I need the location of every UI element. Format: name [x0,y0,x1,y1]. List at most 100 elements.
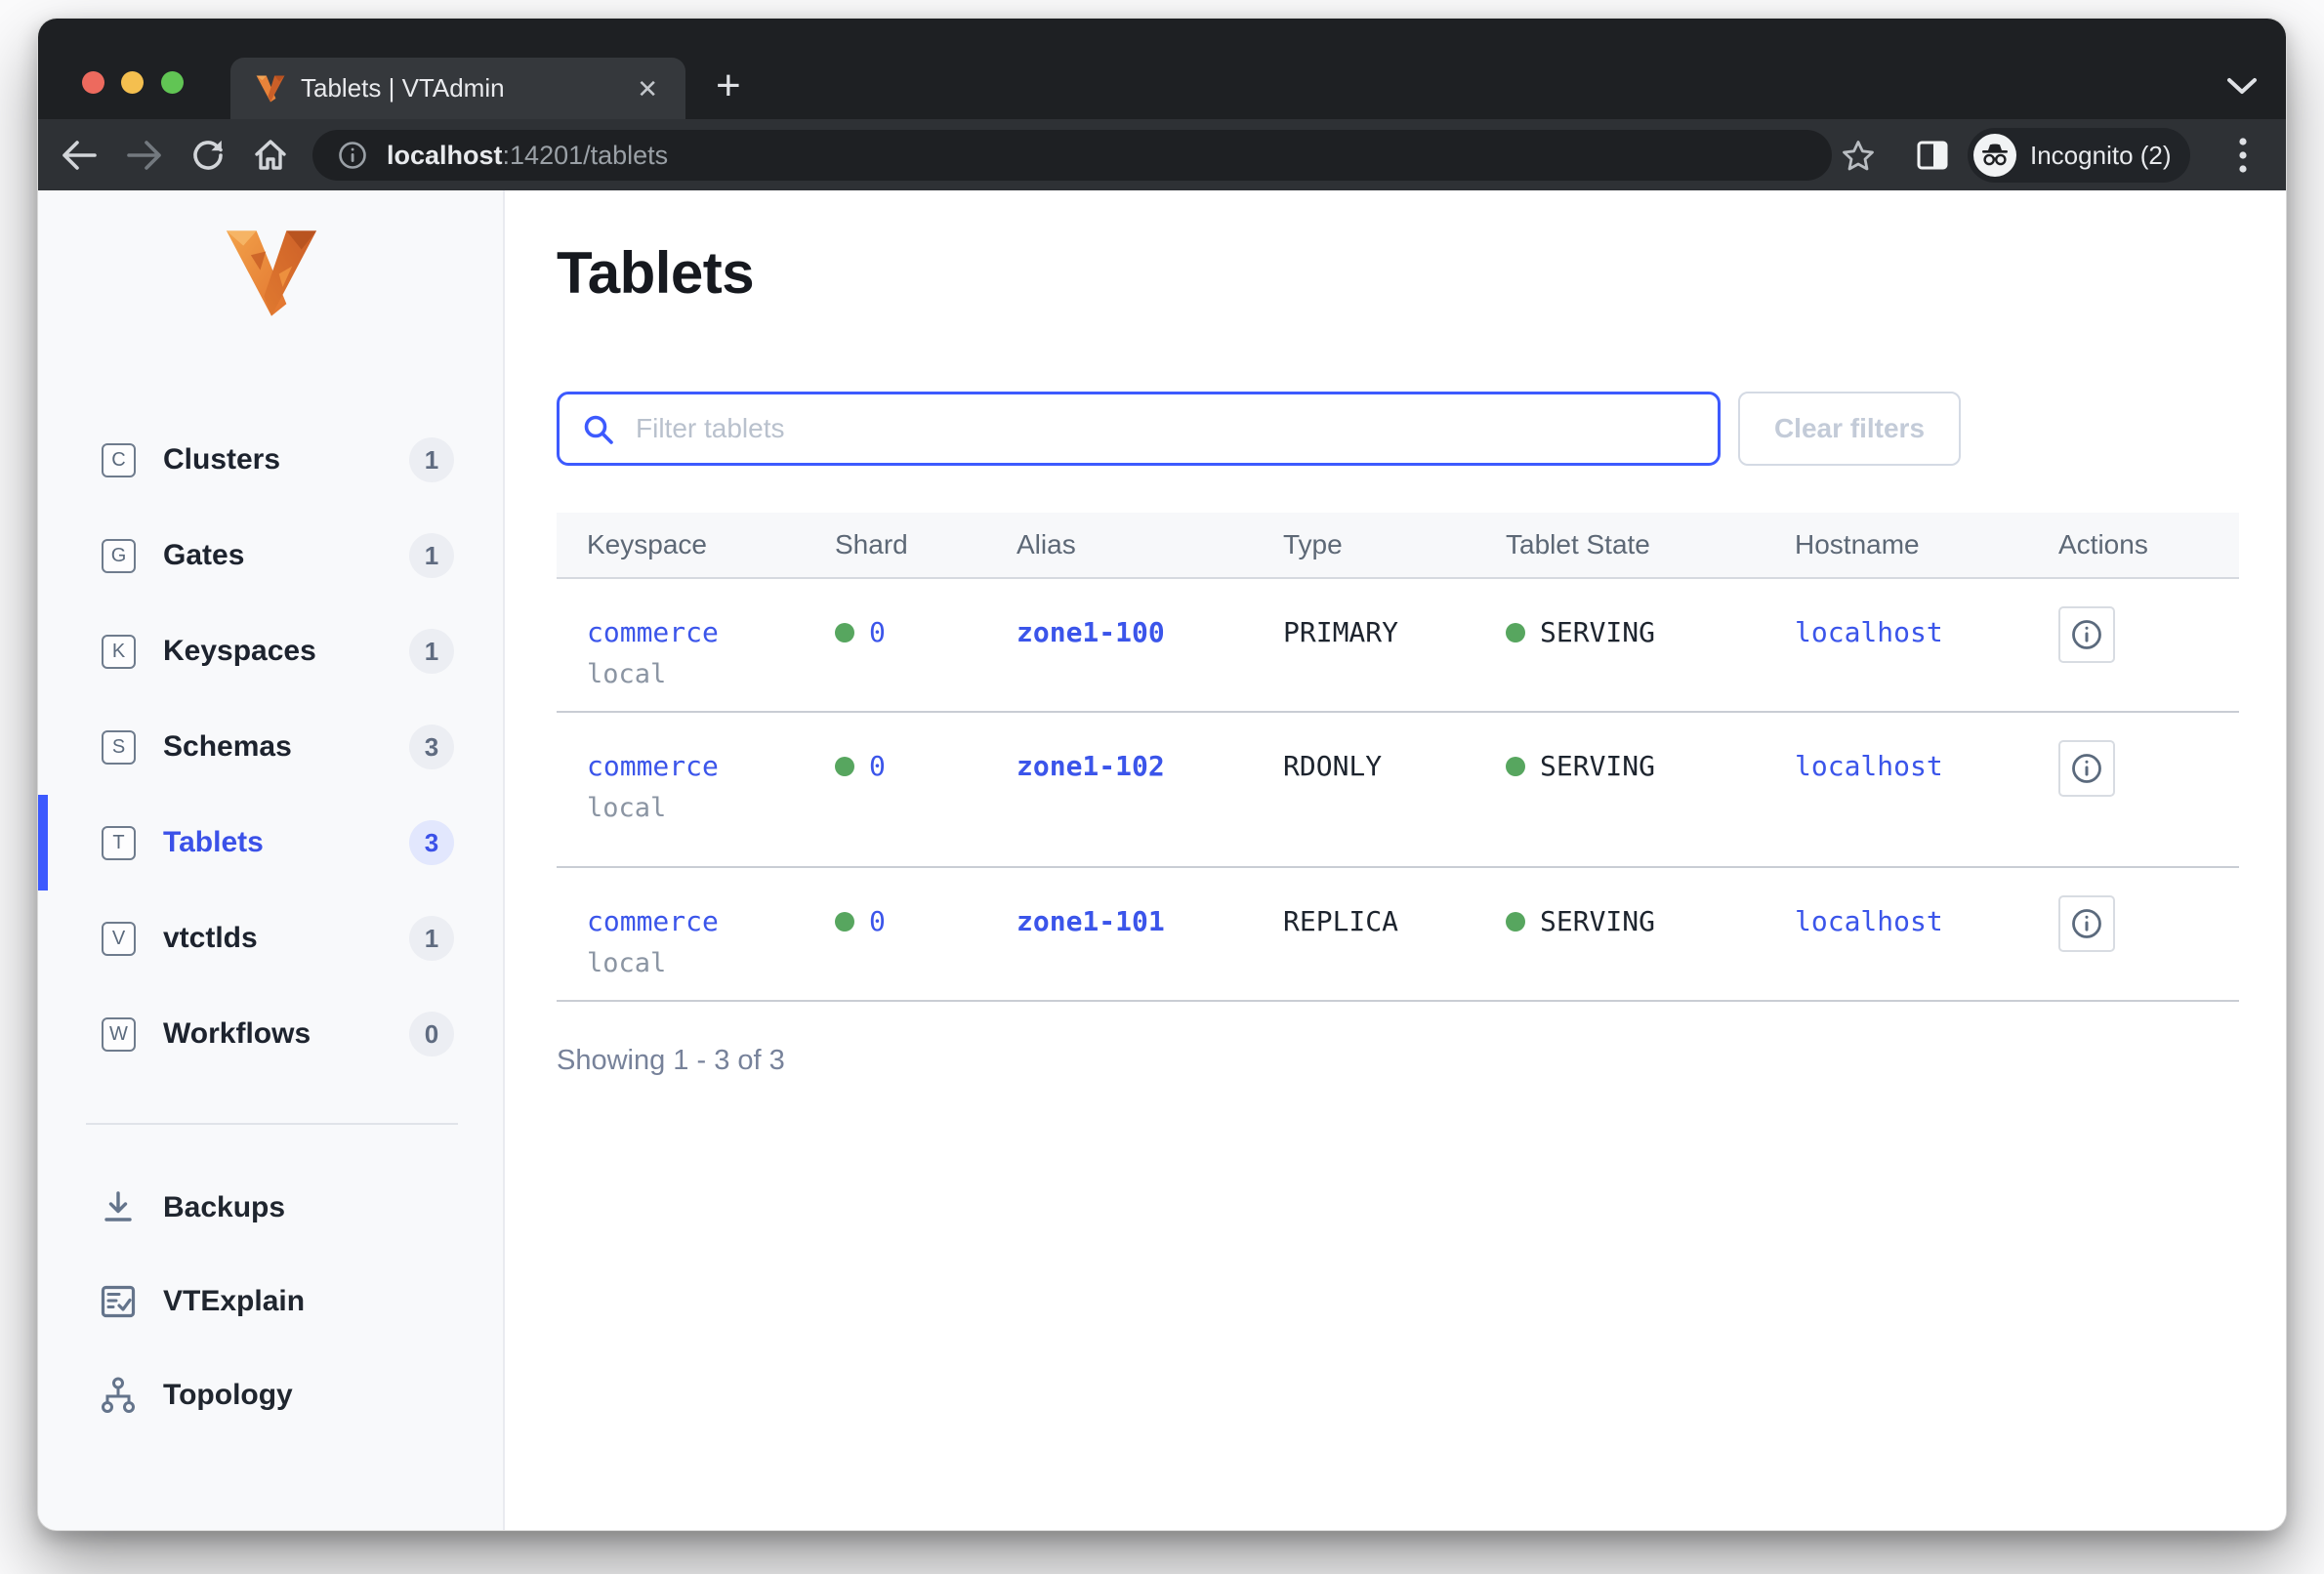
sidebar-item-schemas[interactable]: S Schemas 3 [38,699,503,795]
column-header-keyspace: Keyspace [587,529,707,559]
tablet-type: REPLICA [1283,905,1399,937]
column-header-tablet-state: Tablet State [1506,529,1650,559]
keyspace-link[interactable]: commerce [587,905,719,937]
table-header: Keyspace Shard Alias Type Tablet State H… [557,513,2239,579]
hostname-link[interactable]: localhost [1795,750,1943,782]
window-zoom-button[interactable] [161,71,184,94]
column-header-alias: Alias [1017,529,1076,559]
bookmark-star-icon[interactable] [1831,119,1886,190]
sidebar-item-tablets[interactable]: T Tablets 3 [38,795,503,891]
new-tab-button[interactable]: + [716,62,741,109]
state-health-dot [1506,623,1525,642]
count-badge: 1 [409,533,454,578]
hostname-link[interactable]: localhost [1795,905,1943,937]
site-info-icon[interactable] [338,141,367,170]
download-icon [99,1190,138,1225]
vtctlds-letter-icon: V [102,921,136,956]
side-panel-icon[interactable] [1905,119,1960,190]
cluster-name: local [587,948,667,978]
sidebar-item-backups[interactable]: Backups [38,1161,503,1255]
url-text: localhost:14201/tablets [387,140,669,170]
tablet-alias-link[interactable]: zone1-102 [1017,750,1165,782]
keyspace-link[interactable]: commerce [587,616,719,648]
count-badge: 3 [409,820,454,865]
table-row: commerce local 0 zone1-100 PRIMARY SERVIN… [557,579,2239,713]
topology-icon [99,1377,138,1414]
column-header-shard: Shard [835,529,908,559]
sidebar-item-workflows[interactable]: W Workflows 0 [38,986,503,1082]
tablets-table: Keyspace Shard Alias Type Tablet State H… [557,513,2239,1002]
tablets-letter-icon: T [102,825,136,860]
sidebar-nav: C Clusters 1 G Gates 1 K Keyspaces 1 S S… [38,412,503,1082]
hostname-link[interactable]: localhost [1795,616,1943,648]
count-badge: 1 [409,916,454,961]
tab-search-chevron-icon[interactable] [2225,75,2259,97]
count-badge: 1 [409,437,454,482]
forward-button[interactable] [117,119,172,190]
tablet-state: SERVING [1540,750,1656,782]
tablet-type: RDONLY [1283,750,1383,782]
keyspaces-letter-icon: K [102,634,136,669]
sidebar-tools: Backups VTExplain Topology [38,1161,503,1442]
document-check-icon [99,1285,138,1318]
sidebar: C Clusters 1 G Gates 1 K Keyspaces 1 S S… [38,190,505,1530]
shard-health-dot [835,757,854,776]
tab-strip: Tablets | VTAdmin ✕ + [38,19,2286,119]
cluster-name: local [587,659,667,689]
incognito-icon [1973,134,2016,177]
gates-letter-icon: G [102,538,136,573]
close-tab-icon[interactable]: ✕ [637,73,658,104]
tab-title: Tablets | VTAdmin [301,73,505,103]
sidebar-item-vtexplain[interactable]: VTExplain [38,1255,503,1348]
clear-filters-button[interactable]: Clear filters [1738,392,1961,466]
browser-window: Tablets | VTAdmin ✕ + localhost:14201/ta… [37,18,2287,1531]
reload-button[interactable] [181,119,235,190]
window-minimize-button[interactable] [121,71,144,94]
shard-link[interactable]: 0 [869,616,886,648]
keyspace-link[interactable]: commerce [587,750,719,782]
browser-tab[interactable]: Tablets | VTAdmin ✕ [230,58,685,119]
tablet-type: PRIMARY [1283,616,1399,648]
state-health-dot [1506,757,1525,776]
sidebar-item-vtctlds[interactable]: V vtctlds 1 [38,891,503,986]
shard-link[interactable]: 0 [869,905,886,937]
window-close-button[interactable] [82,71,104,94]
page-title: Tablets [557,240,755,306]
home-button[interactable] [243,119,298,190]
sidebar-item-topology[interactable]: Topology [38,1348,503,1442]
profile-incognito-pill[interactable]: Incognito (2) [1968,128,2190,183]
table-row: commerce local 0 zone1-101 REPLICA SERVIN… [557,868,2239,1002]
tablet-alias-link[interactable]: zone1-101 [1017,905,1165,937]
tablet-state: SERVING [1540,905,1656,937]
count-badge: 0 [409,1012,454,1056]
filter-tablets-input[interactable] [557,392,1721,466]
count-badge: 1 [409,629,454,674]
sidebar-divider [86,1123,458,1125]
address-bar[interactable]: localhost:14201/tablets [312,130,1832,181]
row-info-button[interactable] [2058,740,2115,797]
shard-link[interactable]: 0 [869,750,886,782]
info-icon [2072,909,2101,938]
sidebar-item-keyspaces[interactable]: K Keyspaces 1 [38,603,503,699]
browser-menu-icon[interactable] [2216,119,2270,190]
back-button[interactable] [52,119,106,190]
browser-toolbar: localhost:14201/tablets Incognito (2) [38,119,2286,190]
sidebar-item-clusters[interactable]: C Clusters 1 [38,412,503,508]
column-header-actions: Actions [2058,529,2148,559]
sidebar-item-gates[interactable]: G Gates 1 [38,508,503,603]
clusters-letter-icon: C [102,442,136,477]
column-header-type: Type [1283,529,1343,559]
count-badge: 3 [409,725,454,769]
results-summary: Showing 1 - 3 of 3 [557,1045,785,1076]
tablet-alias-link[interactable]: zone1-100 [1017,616,1165,648]
column-header-hostname: Hostname [1795,529,1920,559]
schemas-letter-icon: S [102,729,136,765]
workflows-letter-icon: W [102,1016,136,1052]
state-health-dot [1506,912,1525,932]
table-row: commerce local 0 zone1-102 RDONLY SERVING… [557,713,2239,868]
row-info-button[interactable] [2058,606,2115,663]
row-info-button[interactable] [2058,895,2115,952]
info-icon [2072,754,2101,783]
info-icon [2072,620,2101,649]
cluster-name: local [587,793,667,823]
